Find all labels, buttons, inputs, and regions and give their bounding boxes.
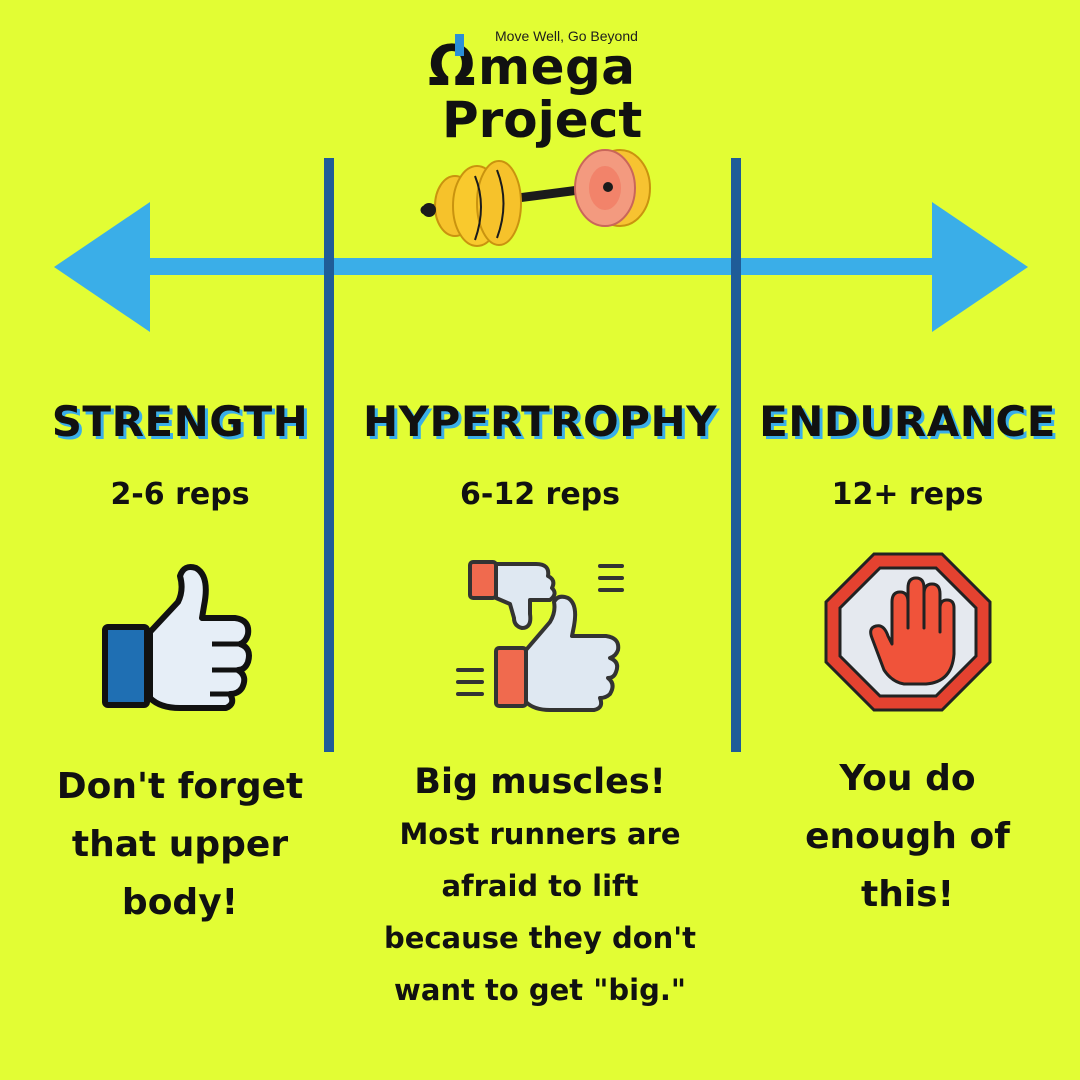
hypertrophy-desc-line: want to get "big." <box>394 973 686 1007</box>
logo-project-word: Project <box>442 91 643 149</box>
column-divider-left <box>324 158 334 752</box>
logo-word: mega <box>478 38 636 96</box>
hypertrophy-desc-line: afraid to lift <box>441 869 639 903</box>
hypertrophy-title: HYPERTROPHY <box>362 397 718 446</box>
endurance-desc-line: this! <box>860 874 955 915</box>
logo-accent-mark <box>455 34 464 56</box>
hypertrophy-headline: Big muscles! <box>414 762 666 802</box>
strength-title: STRENGTH <box>51 397 309 446</box>
endurance-title: ENDURANCE <box>759 397 1056 446</box>
column-divider-right <box>731 158 741 752</box>
endurance-description: You do enough of this! <box>745 750 1070 924</box>
hypertrophy-description: Big muscles! Most runners are afraid to … <box>340 756 740 1016</box>
logo-omega-glyph: Ω <box>428 34 476 99</box>
strength-description: Don't forget that upper body! <box>30 758 330 932</box>
hypertrophy-desc-line: because they don't <box>383 921 697 955</box>
thumbs-up-down-icon <box>456 560 624 712</box>
barbell-icon <box>420 149 651 247</box>
strength-reps: 2-6 reps <box>110 477 250 512</box>
hypertrophy-desc-line: Most runners are <box>399 817 681 851</box>
double-arrow <box>54 202 1028 332</box>
strength-desc-line: body! <box>121 882 239 923</box>
endurance-desc-line: You do <box>839 758 976 799</box>
omega-project-logo: Move Well, Go Beyond Ω mega Project <box>420 22 660 152</box>
endurance-reps: 12+ reps <box>831 477 984 512</box>
strength-desc-line: that upper <box>71 824 289 865</box>
strength-desc-line: Don't forget <box>56 766 304 807</box>
stop-hand-icon <box>824 552 992 712</box>
endurance-desc-line: enough of <box>805 816 1010 857</box>
thumbs-up-icon <box>102 564 252 711</box>
hypertrophy-reps: 6-12 reps <box>460 477 620 512</box>
logo-tagline: Move Well, Go Beyond <box>495 28 638 44</box>
